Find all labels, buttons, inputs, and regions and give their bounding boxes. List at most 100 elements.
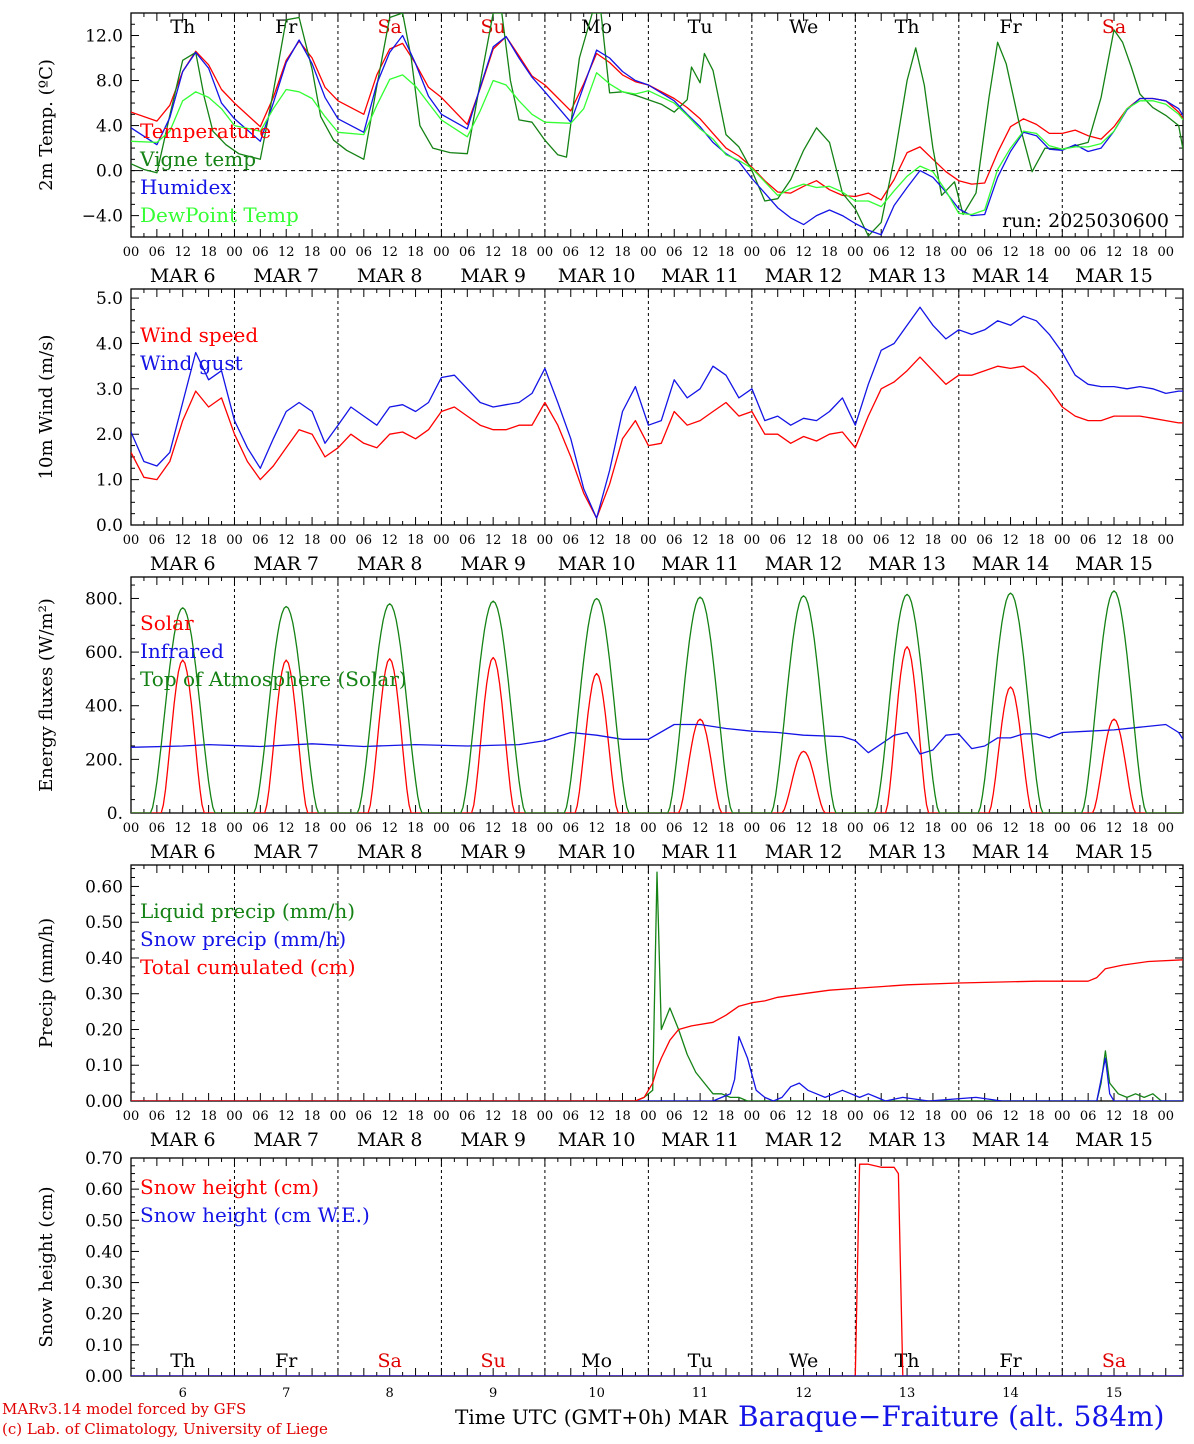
day-number-label: 6 xyxy=(179,1386,187,1401)
weekday-label: Sa xyxy=(1102,1350,1126,1372)
y-tick-label: 4.0 xyxy=(96,117,123,137)
weekday-label: Fr xyxy=(999,1350,1022,1372)
hour-tick-label: 12 xyxy=(1106,1109,1123,1124)
y-tick-label: 4.0 xyxy=(96,334,123,354)
hour-tick-label: 12 xyxy=(692,533,709,548)
hour-tick-label: 18 xyxy=(718,1109,735,1124)
date-label: MAR 7 xyxy=(253,1129,319,1151)
hour-tick-label: 12 xyxy=(1002,533,1019,548)
hour-tick-label: 06 xyxy=(666,821,683,836)
hour-tick-label: 18 xyxy=(1028,533,1045,548)
credit-model: MARv3.14 model forced by GFS xyxy=(2,1400,247,1418)
hour-tick-label: 06 xyxy=(459,533,476,548)
station-title: Baraque−Fraiture (alt. 584m) xyxy=(738,1400,1165,1433)
date-label: MAR 7 xyxy=(253,553,319,575)
y-tick-label: 0.60 xyxy=(85,877,123,897)
date-label: MAR 7 xyxy=(253,265,319,287)
day-number-label: 12 xyxy=(795,1386,812,1401)
legend-entry: Snow height (cm W.E.) xyxy=(140,1203,370,1227)
hour-tick-label: 06 xyxy=(356,1109,373,1124)
hour-tick-label: 00 xyxy=(123,533,140,548)
hour-tick-label: 00 xyxy=(537,821,554,836)
hour-tick-label: 18 xyxy=(614,533,631,548)
y-tick-label: 0.20 xyxy=(85,1305,123,1325)
hour-tick-label: 18 xyxy=(1132,1109,1149,1124)
hour-tick-label: 12 xyxy=(588,245,605,260)
hour-tick-label: 18 xyxy=(1028,245,1045,260)
y-tick-label: 1.0 xyxy=(96,471,123,491)
hour-tick-label: 12 xyxy=(692,821,709,836)
hour-tick-label: 12 xyxy=(1002,245,1019,260)
legend-entry: Liquid precip (mm/h) xyxy=(140,899,355,923)
legend-entry: Snow height (cm) xyxy=(140,1175,319,1199)
hour-tick-label: 00 xyxy=(433,1109,450,1124)
y-tick-label: 0.0 xyxy=(96,516,123,536)
day-number-label: 10 xyxy=(588,1386,605,1401)
weekday-label: Th xyxy=(895,1350,920,1372)
hour-tick-label: 00 xyxy=(640,533,657,548)
hour-tick-label: 18 xyxy=(1132,821,1149,836)
hour-tick-label: 18 xyxy=(718,245,735,260)
panel-2: 5.0 4.0 3.0 2.0 1.0 0.0 10m Wind (m/s) 00 06 12 18… xyxy=(36,288,1184,575)
date-label: MAR 15 xyxy=(1075,1129,1153,1151)
hour-tick-label: 12 xyxy=(1106,821,1123,836)
series-line-temperature xyxy=(131,35,1183,201)
hour-tick-label: 18 xyxy=(614,1109,631,1124)
date-label: MAR 15 xyxy=(1075,265,1153,287)
day-number-label: 7 xyxy=(282,1386,290,1401)
hour-tick-label: 06 xyxy=(873,1109,890,1124)
hour-tick-label: 12 xyxy=(692,245,709,260)
hour-tick-label: 18 xyxy=(304,1109,321,1124)
hour-tick-label: 06 xyxy=(1080,245,1097,260)
hour-tick-label: 12 xyxy=(278,533,295,548)
hour-tick-label: 00 xyxy=(123,821,140,836)
hour-tick-label: 00 xyxy=(847,1109,864,1124)
hour-tick-label: 06 xyxy=(562,533,579,548)
hour-tick-label: 06 xyxy=(562,245,579,260)
date-label: MAR 13 xyxy=(868,1129,946,1151)
y-tick-label: 800. xyxy=(85,589,123,609)
hour-tick-label: 12 xyxy=(381,1109,398,1124)
hour-tick-label: 12 xyxy=(485,533,502,548)
hour-tick-label: 18 xyxy=(1132,533,1149,548)
hour-tick-label: 12 xyxy=(485,1109,502,1124)
hour-tick-label: 18 xyxy=(407,245,424,260)
hour-tick-label: 12 xyxy=(485,821,502,836)
hour-tick-label: 00 xyxy=(123,245,140,260)
hour-tick-label: 00 xyxy=(330,1109,347,1124)
panel-frame xyxy=(130,12,1184,238)
weekday-label: Fr xyxy=(275,1350,298,1372)
date-label: MAR 12 xyxy=(765,553,843,575)
weekday-label: Mo xyxy=(581,1350,612,1372)
date-label: MAR 14 xyxy=(972,1129,1050,1151)
hour-tick-label: 00 xyxy=(744,245,761,260)
date-label: MAR 12 xyxy=(765,1129,843,1151)
y-tick-label: 0.10 xyxy=(85,1056,123,1076)
hour-tick-label: 18 xyxy=(200,245,217,260)
panel-5: 0.70 0.60 0.50 0.40 0.30 0.20 0.10 0.00 Snow hei… xyxy=(36,1149,1184,1401)
series-line-humidex xyxy=(131,34,1183,236)
hour-tick-label: 00 xyxy=(640,245,657,260)
hour-tick-label: 18 xyxy=(821,245,838,260)
hour-tick-label: 12 xyxy=(588,1109,605,1124)
hour-tick-label: 18 xyxy=(200,533,217,548)
hour-tick-label: 12 xyxy=(174,821,191,836)
series-line-wind-speed xyxy=(131,356,1183,519)
y-tick-label: 0.50 xyxy=(85,913,123,933)
legend-entry: Temperature xyxy=(140,119,271,143)
legend-entry: Wind speed xyxy=(140,323,258,347)
y-axis-label: Snow height (cm) xyxy=(36,1186,57,1347)
hour-tick-label: 12 xyxy=(174,245,191,260)
y-tick-label: 5.0 xyxy=(96,289,123,309)
hour-tick-label: 18 xyxy=(821,821,838,836)
hour-tick-label: 18 xyxy=(925,533,942,548)
date-label: MAR 14 xyxy=(972,841,1050,863)
date-label: MAR 8 xyxy=(357,553,423,575)
weekday-label: Tu xyxy=(688,16,713,38)
y-tick-label: 0.10 xyxy=(85,1336,123,1356)
series-line-solar xyxy=(131,646,1183,813)
y-tick-label: 8.0 xyxy=(96,72,123,92)
series-group xyxy=(131,1163,1183,1376)
